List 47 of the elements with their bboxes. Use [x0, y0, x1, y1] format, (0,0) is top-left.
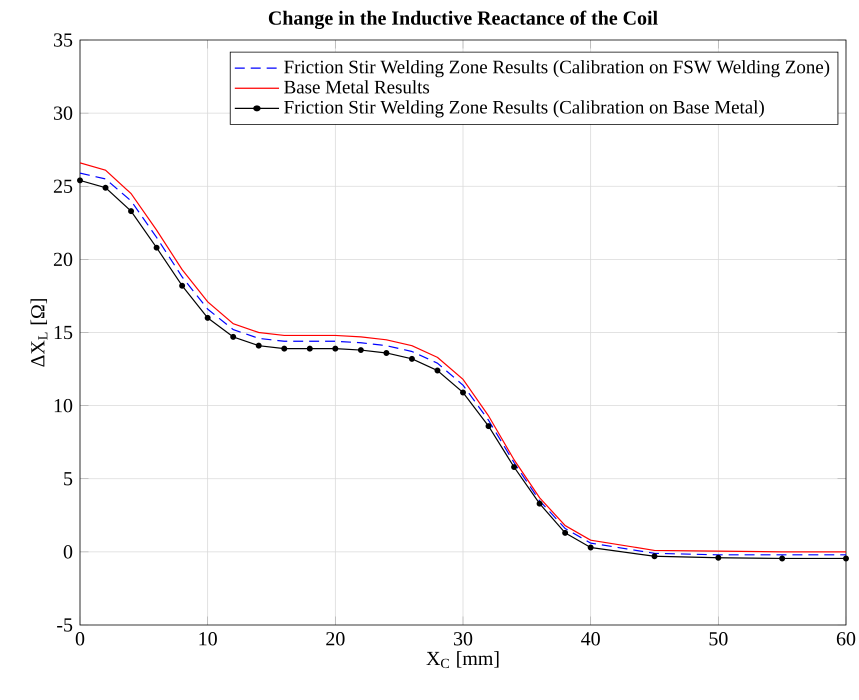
point	[652, 553, 658, 560]
y-tick-label: 30	[54, 106, 72, 120]
point	[128, 208, 134, 214]
point	[460, 389, 466, 396]
x-tick-label: 50	[710, 632, 728, 646]
y-tick-label: 25	[54, 180, 72, 193]
point	[281, 346, 288, 352]
x-tick-label: 0	[76, 632, 84, 646]
point	[511, 464, 518, 470]
legend-label: Friction Stir Welding Zone Results (Calibration on Base Metal)	[284, 100, 764, 118]
point	[77, 177, 83, 184]
x-tick-label: 60	[836, 632, 856, 646]
y-tick-label: 20	[54, 252, 72, 266]
y-tick-label: -5	[57, 618, 72, 632]
y-tick-label: 0	[64, 545, 72, 559]
point	[358, 347, 364, 354]
y-tick-label: 15	[54, 326, 72, 340]
point	[332, 346, 338, 352]
y-tick-label: 10	[54, 398, 72, 412]
point	[256, 342, 262, 349]
point	[408, 356, 415, 362]
point	[434, 368, 440, 374]
point	[230, 334, 236, 340]
y-tick-label: 35	[54, 33, 72, 47]
point	[715, 554, 722, 561]
point	[204, 314, 211, 321]
y-tick-label: 5	[64, 472, 72, 486]
point	[179, 282, 186, 289]
legend-label: Friction Stir Welding Zone Results (Calibration on FSW Welding Zone)	[284, 60, 830, 78]
point	[306, 346, 313, 352]
point	[536, 500, 543, 507]
x-tick-label: 20	[326, 632, 345, 646]
point	[154, 244, 160, 251]
point	[779, 555, 786, 562]
x-tick-label: 40	[581, 632, 600, 646]
point	[588, 544, 594, 550]
chart-title: Change in the Inductive Reactance of the Coil	[268, 10, 658, 30]
x-tick-label: 30	[454, 632, 472, 646]
y-axis-title: ΔX$_{L}$ [Ω]	[30, 299, 48, 367]
legend-label: Base Metal Results	[284, 80, 430, 94]
point	[843, 555, 849, 562]
x-tick-label: 10	[199, 632, 217, 646]
point	[383, 350, 390, 356]
point	[102, 184, 109, 191]
point	[562, 530, 568, 536]
x-axis-title: X$_{C}$ [mm]	[426, 651, 498, 668]
point	[486, 423, 492, 430]
